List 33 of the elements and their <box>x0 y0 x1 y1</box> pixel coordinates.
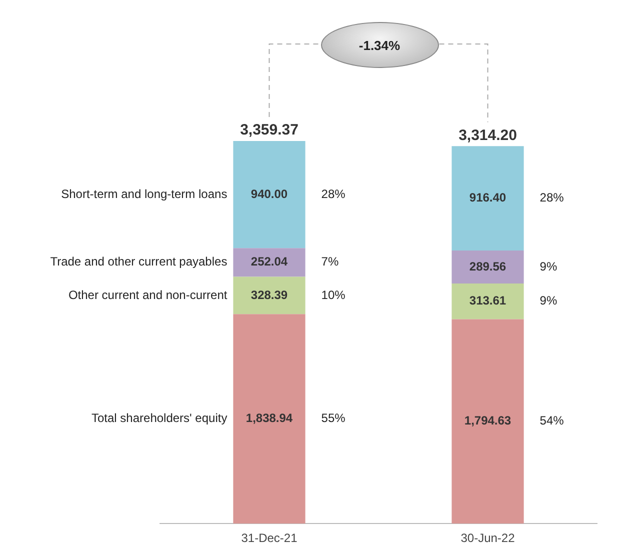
bar <box>233 314 306 524</box>
data-label: 313.61 <box>469 294 506 308</box>
annotation: 28% <box>321 186 346 201</box>
series-label: Total shareholders' equity <box>91 411 228 426</box>
data-label: 1,794.63 <box>464 414 512 428</box>
bar <box>233 248 306 277</box>
total-label: 3,359.37 <box>240 122 298 139</box>
data-label: 916.40 <box>469 190 506 205</box>
series-label: Short-term and long-term loans <box>61 186 228 201</box>
data-label: 252.04 <box>250 254 288 269</box>
annotation: 28% <box>540 190 564 205</box>
bar <box>452 146 524 251</box>
text: -1.34% <box>320 22 438 68</box>
annotation: 9% <box>540 259 558 274</box>
series-label: Trade and other current payables <box>50 254 228 269</box>
data-label: 289.56 <box>469 259 506 274</box>
total-label: 3,314.20 <box>458 126 517 144</box>
annotation: 7% <box>321 254 339 269</box>
bar <box>452 319 524 524</box>
bar <box>452 284 524 320</box>
data-label: 328.39 <box>250 288 288 302</box>
data-label: 940.00 <box>250 186 288 201</box>
annotation: 55% <box>321 411 346 426</box>
bar <box>233 141 306 248</box>
x-tick-label: 30-Jun-22 <box>460 531 516 546</box>
series-label: Other current and non-current <box>68 288 228 302</box>
bar <box>452 250 524 284</box>
annotation: 9% <box>540 294 558 308</box>
bar <box>233 276 306 314</box>
x-tick-label: 31-Dec-21 <box>241 531 298 546</box>
data-label: 1,838.94 <box>246 411 293 426</box>
annotation: 54% <box>540 414 564 428</box>
annotation: 10% <box>321 288 346 302</box>
